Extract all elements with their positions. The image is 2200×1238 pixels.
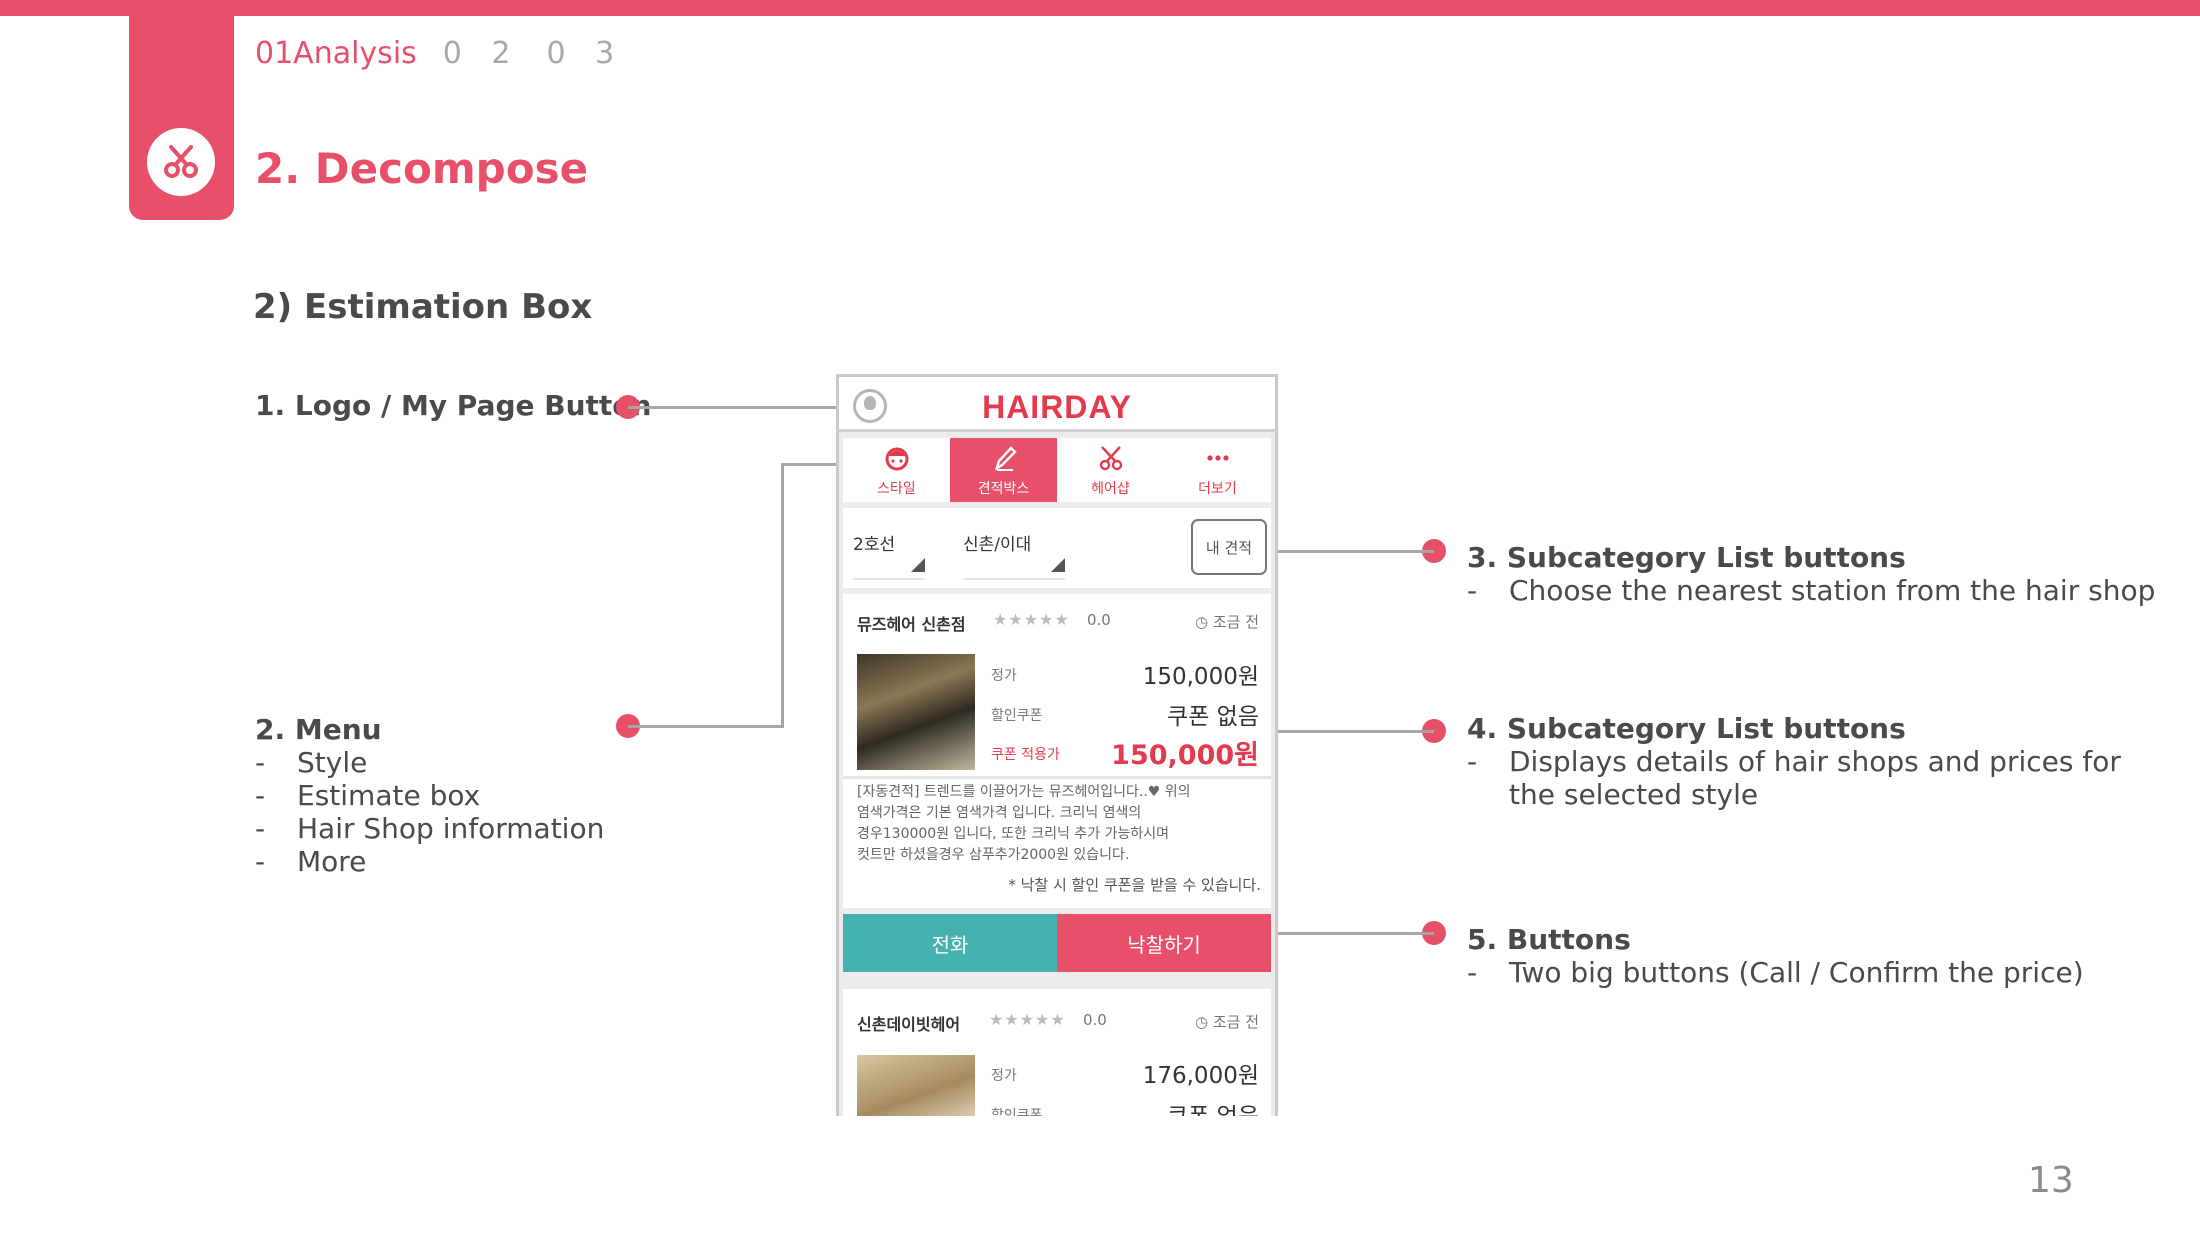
breadcrumb-step-analysis[interactable]: 01Analysis [255, 36, 417, 71]
annotation-station-title: 3. Subcategory List buttons [1467, 541, 1906, 574]
posted-time: ◷ 조금 전 [1195, 613, 1260, 631]
page-number: 13 [2028, 1160, 2074, 1201]
connector-menu-v [781, 463, 784, 728]
face-icon [882, 442, 912, 474]
annotation-menu-item: - Hair Shop information [255, 812, 605, 845]
regular-price-value: 150,000원 [1142, 664, 1259, 690]
shop-photo [857, 654, 975, 770]
shop-card[interactable]: 신촌데이빗헤어 ★★★★★ 0.0 ◷ 조금 전 정가 176,000원 할인쿠… [843, 989, 1271, 1116]
confirm-price-button[interactable]: 낙찰하기 [1057, 914, 1271, 972]
annotation-station-detail: Choose the nearest station from the hair… [1509, 574, 2156, 607]
app-menu: 스타일 견적박스 헤어샵 더보기 [843, 438, 1271, 502]
annotation-details: 4. Subcategory List buttons - Displays de… [1467, 712, 2121, 811]
app-logo[interactable]: HAIRDAY [982, 389, 1132, 425]
annotation-buttons-detail: Two big buttons (Call / Confirm the pric… [1509, 956, 2084, 989]
annotation-logo: 1. Logo / My Page Button [255, 389, 651, 422]
coupon-note: * 낙찰 시 할인 쿠폰을 받을 수 있습니다. [1008, 876, 1261, 894]
connector-buttons [1278, 932, 1434, 935]
menu-item-estimate-box[interactable]: 견적박스 [950, 438, 1057, 502]
menu-item-more[interactable]: 더보기 [1164, 438, 1271, 502]
coupon-price-value: 150,000원 [1111, 740, 1259, 771]
annotation-menu-item: - More [255, 845, 367, 878]
station-filter: 2호선 신촌/이대 내 견적 [843, 508, 1271, 588]
annotation-menu-item: - Style [255, 746, 368, 779]
annotation-details-detail-1: Displays details of hair shops and price… [1509, 745, 2121, 778]
breadcrumb-step-3[interactable]: 0 3 [546, 36, 625, 71]
regular-price-label: 정가 [991, 1068, 1017, 1084]
menu-item-label: 스타일 [877, 481, 916, 497]
menu-item-style[interactable]: 스타일 [843, 438, 950, 502]
rating-score: 0.0 [1083, 1011, 1107, 1029]
my-estimate-button[interactable]: 내 견적 [1191, 519, 1267, 575]
rating-stars-icon: ★★★★★ [993, 610, 1070, 629]
line-select-arrow-icon [911, 558, 925, 572]
annotation-menu-title: 2. Menu [255, 713, 382, 746]
page-title: 2. Decompose [255, 144, 589, 193]
annotation-details-title: 4. Subcategory List buttons [1467, 712, 1906, 745]
connector-details [1278, 730, 1434, 733]
breadcrumb: 01Analysis 0 2 0 3 [255, 36, 624, 71]
annotation-menu-item: - Estimate box [255, 779, 481, 812]
station-select-arrow-icon [1051, 558, 1065, 572]
app-header: HAIRDAY [839, 377, 1275, 432]
scissors-icon [147, 128, 215, 196]
regular-price-value: 176,000원 [1142, 1063, 1259, 1089]
discount-value: 쿠폰 없음 [1167, 1097, 1259, 1116]
menu-item-hair-shop[interactable]: 헤어샵 [1057, 438, 1164, 502]
phone-screenshot: HAIRDAY 스타일 견적박스 헤어샵 더보기 2 [836, 374, 1278, 1116]
discount-value: 쿠폰 없음 [1167, 704, 1259, 730]
shop-photo [857, 1055, 975, 1116]
shop-card[interactable]: 뮤즈헤어 신촌점 ★★★★★ 0.0 ◷ 조금 전 정가 150,000원 할인… [843, 594, 1271, 908]
annotation-station: 3. Subcategory List buttons - Choose the … [1467, 541, 2156, 607]
pencil-icon [989, 442, 1019, 474]
menu-item-label: 헤어샵 [1091, 481, 1130, 497]
regular-price-label: 정가 [991, 668, 1017, 684]
shop-description: [자동견적] 트렌드를 이끌어가는 뮤즈헤어입니다..♥ 위의 염색가격은 기본… [857, 784, 1191, 863]
section-title: 2) Estimation Box [253, 287, 593, 327]
discount-label: 할인쿠폰 [991, 708, 1043, 724]
connector-station [1278, 550, 1434, 553]
rating-score: 0.0 [1087, 611, 1111, 629]
annotation-buttons-title: 5. Buttons [1467, 923, 1631, 956]
shop-name: 신촌데이빗헤어 [857, 1015, 961, 1034]
annotation-buttons: 5. Buttons - Two big buttons (Call / Conf… [1467, 923, 2084, 989]
posted-time: ◷ 조금 전 [1195, 1013, 1260, 1031]
annotation-menu: 2. Menu - Style - Estimate box - Hair Shop … [255, 713, 604, 878]
menu-item-label: 견적박스 [977, 481, 1030, 497]
menu-item-label: 더보기 [1198, 481, 1237, 497]
station-select[interactable]: 신촌/이대 [963, 535, 1032, 555]
coupon-price-label: 쿠폰 적용가 [991, 747, 1060, 763]
discount-label: 할인쿠폰 [991, 1108, 1043, 1116]
line-select[interactable]: 2호선 [853, 535, 896, 555]
more-icon [1203, 442, 1233, 474]
my-page-icon[interactable] [853, 389, 887, 423]
shop-name: 뮤즈헤어 신촌점 [857, 615, 966, 634]
call-button[interactable]: 전화 [843, 914, 1057, 972]
corner-tab [129, 0, 234, 220]
annotation-logo-title: 1. Logo / My Page Button [255, 389, 652, 422]
rating-stars-icon: ★★★★★ [989, 1010, 1066, 1029]
connector-menu-top [781, 463, 836, 466]
scissors-icon [1096, 442, 1126, 474]
connector-logo [628, 406, 836, 409]
breadcrumb-step-2[interactable]: 0 2 [442, 36, 521, 71]
connector-menu-h [628, 725, 784, 728]
top-accent-bar [0, 0, 2200, 16]
annotation-details-detail-2: the selected style [1509, 778, 1759, 811]
